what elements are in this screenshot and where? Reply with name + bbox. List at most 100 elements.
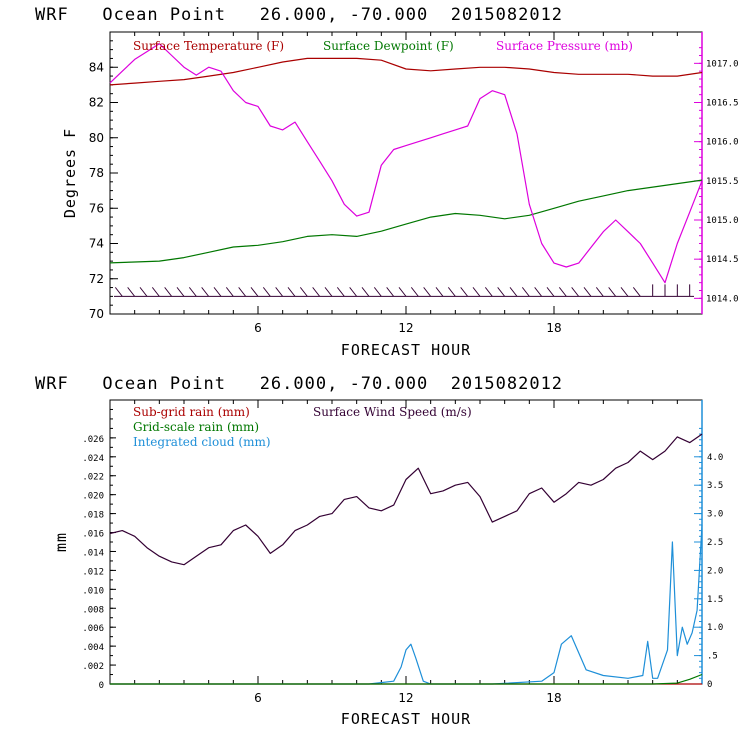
- wind-barb: [435, 287, 444, 297]
- chart-title-2: WRF Ocean Point 26.000, -70.000 20150820…: [35, 374, 563, 394]
- pressure-line: [109, 43, 703, 284]
- y2-tick-label: 0: [707, 680, 712, 690]
- y2-tick-label: 1.0: [707, 623, 723, 633]
- y2-tick-label: 1014.5: [706, 255, 739, 265]
- y-tick-label: 82: [89, 96, 104, 110]
- wind-barb: [521, 287, 530, 297]
- wind-barb: [287, 287, 296, 297]
- legend-wind-speed: Surface Wind Speed (m/s): [313, 405, 472, 419]
- y-tick-label: 78: [89, 166, 104, 180]
- wind-barb: [472, 287, 481, 297]
- wind-barb: [336, 287, 345, 297]
- axis-ticks: [110, 31, 703, 315]
- x-axis-label: FORECAST HOUR: [341, 341, 471, 359]
- wind-barb: [410, 287, 419, 297]
- legend-pressure: Surface Pressure (mb): [496, 39, 633, 53]
- surface-meteogram-chart: WRF Ocean Point 26.000, -70.000 20150820…: [35, 5, 739, 359]
- y-tick-label: .020: [82, 492, 104, 502]
- wind-barb: [361, 287, 370, 297]
- series-lines-2: [109, 433, 703, 685]
- y-tick-label: .006: [82, 624, 104, 634]
- legend-dewpoint: Surface Dewpoint (F): [323, 39, 454, 53]
- y2-tick-label: 3.0: [707, 510, 723, 520]
- y-tick-label: 74: [89, 237, 104, 251]
- y-tick-label: 80: [89, 131, 104, 145]
- y2-tick-label: 1015.0: [706, 216, 739, 226]
- y2-tick-labels: 1014.0 1014.5 1015.0 1015.5 1016.0 1016.5 1017…: [706, 59, 739, 304]
- y2-tick-label: 3.5: [707, 481, 723, 491]
- wind-barb: [250, 287, 259, 297]
- wind-barb: [139, 287, 148, 297]
- y2-tick-label: 2.5: [707, 538, 723, 548]
- y-tick-label: 70: [89, 307, 104, 321]
- legend-subgrid-rain: Sub-grid rain (mm): [133, 405, 250, 419]
- wind-barbs: [114, 284, 694, 297]
- wind-barb: [447, 287, 456, 297]
- wind-barb: [509, 287, 518, 297]
- y-tick-label: .002: [82, 662, 104, 672]
- x-tick-labels: 6 12 18: [254, 321, 561, 335]
- wind-barb: [534, 287, 543, 297]
- wind-barb: [497, 287, 506, 297]
- temperature-line: [109, 57, 703, 86]
- gridscale-rain-line: [110, 673, 703, 685]
- wind-barb: [546, 287, 555, 297]
- legend-temperature: Surface Temperature (F): [133, 39, 284, 53]
- legend-gridscale-rain: Grid-scale rain (mm): [133, 420, 259, 434]
- wind-barb: [460, 287, 469, 297]
- x-tick-label: 6: [254, 691, 262, 705]
- legend-integrated-cloud: Integrated cloud (mm): [133, 435, 271, 449]
- y-tick-label: .012: [82, 567, 104, 577]
- wind-barb: [213, 287, 222, 297]
- wind-barb: [595, 287, 604, 297]
- wind-barb: [151, 287, 160, 297]
- y-tick-label: .018: [82, 511, 104, 521]
- y-tick-label: .026: [82, 435, 104, 445]
- chart-title: WRF Ocean Point 26.000, -70.000 20150820…: [35, 5, 563, 25]
- y-tick-label: .022: [82, 473, 104, 483]
- y2-tick-label: .5: [707, 652, 718, 662]
- y2-tick-label: 2.0: [707, 566, 723, 576]
- y2-tick-label: 1017.0: [706, 59, 739, 69]
- y2-tick-label: 1016.0: [706, 138, 739, 148]
- wind-barb: [238, 287, 247, 297]
- y-tick-labels: 70 72 74 76 78 80 82 84: [89, 60, 104, 321]
- wind-barb: [398, 287, 407, 297]
- wind-barb: [583, 287, 592, 297]
- y2-tick-label: 1.5: [707, 595, 723, 605]
- wind-barb: [608, 287, 617, 297]
- wind-barb: [127, 287, 136, 297]
- wind-barb: [299, 287, 308, 297]
- wind-barb: [620, 287, 629, 297]
- wind-barb: [423, 287, 432, 297]
- y2-tick-label: 1015.5: [706, 177, 739, 187]
- wind-barb: [386, 287, 395, 297]
- wind-barb: [484, 287, 493, 297]
- precipitation-wind-chart: WRF Ocean Point 26.000, -70.000 20150820…: [35, 374, 723, 728]
- y-tick-label: 84: [89, 60, 104, 74]
- wind-barb: [571, 287, 580, 297]
- wind-barb: [324, 287, 333, 297]
- y-tick-label: .016: [82, 530, 104, 540]
- series-lines: [109, 43, 703, 284]
- y-tick-label: 72: [89, 272, 104, 286]
- y-tick-label: .024: [82, 454, 104, 464]
- wind-barb: [312, 287, 321, 297]
- x-tick-label: 6: [254, 321, 262, 335]
- x-tick-label: 18: [546, 321, 561, 335]
- y-tick-label: .010: [82, 586, 104, 596]
- y-axis-label-2: mm: [52, 532, 70, 552]
- wind-barb: [262, 287, 271, 297]
- y-tick-label: .014: [82, 548, 104, 558]
- wind-barb: [164, 287, 173, 297]
- wind-barb: [188, 287, 197, 297]
- wind-barb: [632, 287, 641, 297]
- y-tick-label: .008: [82, 605, 104, 615]
- y-axis-label: Degrees F: [61, 128, 79, 218]
- x-tick-label: 18: [546, 691, 561, 705]
- wind-barb: [114, 287, 123, 297]
- y-tick-label: 76: [89, 201, 104, 215]
- y2-tick-labels-2: 0 .5 1.0 1.5 2.0 2.5 3.0 3.5 4.0: [707, 453, 723, 690]
- wind-barb: [349, 287, 358, 297]
- y2-tick-label: 1014.0: [706, 294, 739, 304]
